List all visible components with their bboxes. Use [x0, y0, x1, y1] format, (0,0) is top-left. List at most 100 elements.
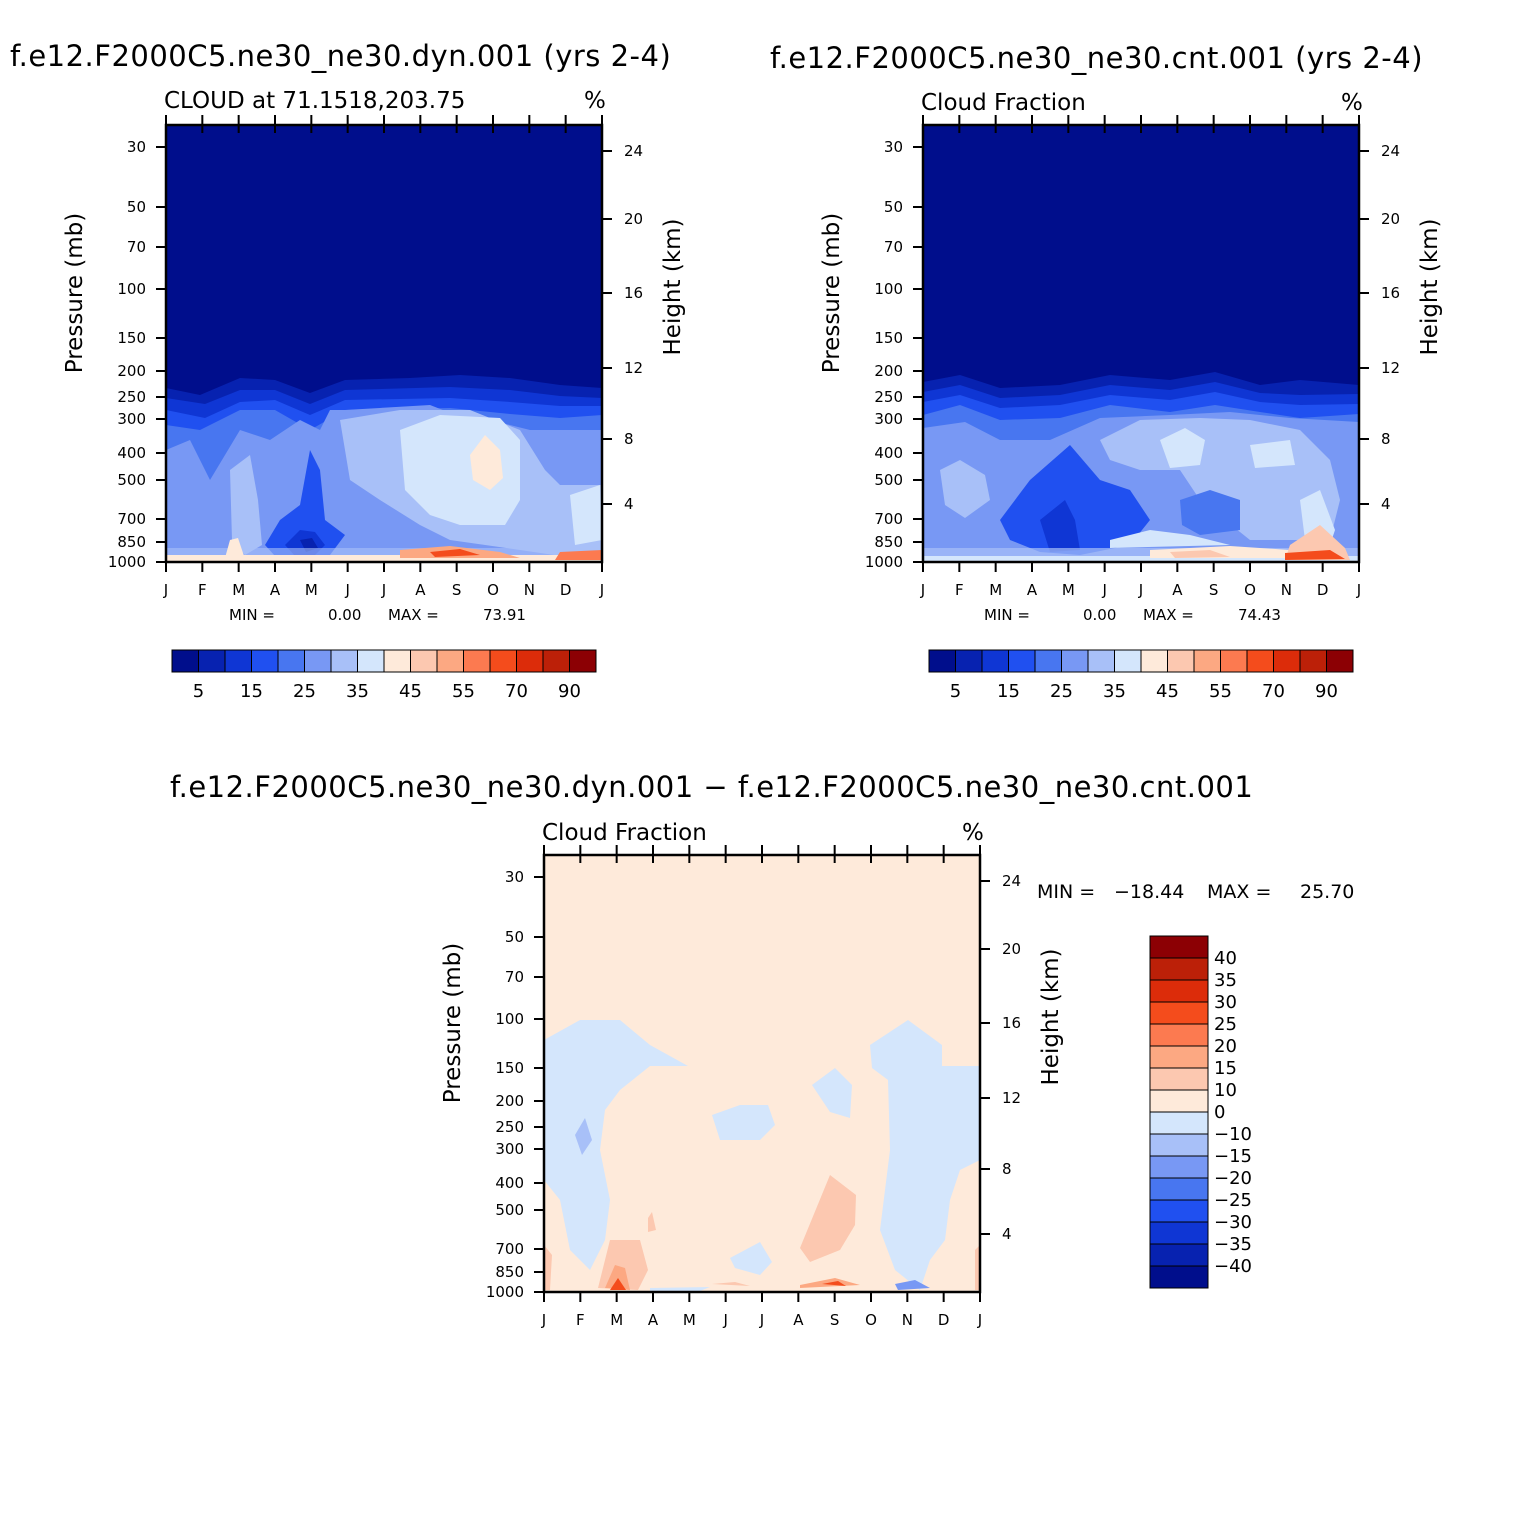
panel-diff: f.e12.F2000C5.ne30_ne30.dyn.001 − f.e12.…	[170, 770, 1354, 1294]
y-axis-right-label: Height (km)	[1038, 948, 1064, 1085]
colorbar-label: 15	[997, 681, 1020, 702]
y-tick-label: 200	[874, 362, 903, 380]
colorbar-label: 30	[1214, 992, 1237, 1013]
colorbar-label: −20	[1214, 1168, 1252, 1189]
colorbar-swatch	[1149, 979, 1209, 1003]
colorbar-swatch	[1220, 649, 1248, 673]
panel-cnt-min-value: 0.00	[1083, 606, 1116, 624]
colorbar-swatch	[1149, 1243, 1209, 1267]
panel-cnt-contours	[923, 125, 1359, 562]
x-tick-label: J	[1138, 581, 1143, 599]
x-tick-label: J	[344, 581, 349, 599]
y-tick-label: 50	[884, 198, 903, 216]
colorbar-swatch	[357, 649, 385, 673]
colorbar-swatch	[224, 649, 252, 673]
colorbar-swatch	[1149, 1045, 1209, 1069]
colorbar-swatch	[436, 649, 464, 673]
x-tick-label: J	[722, 1311, 727, 1329]
colorbar-swatch	[1087, 649, 1115, 673]
colorbar-swatch	[1149, 1023, 1209, 1047]
y-tick-label: 400	[874, 444, 903, 462]
y-tick-label: 200	[117, 362, 146, 380]
panel-dyn: f.e12.F2000C5.ne30_ne30.dyn.001 (yrs 2-4…	[10, 39, 671, 624]
panel-diff-max-value: 25.70	[1300, 881, 1354, 903]
colorbar-label: 55	[1209, 681, 1232, 702]
y-axis-right-label: Height (km)	[1417, 218, 1443, 355]
y-axis-label: Pressure (mb)	[62, 213, 88, 373]
y-tick-label: 30	[505, 868, 524, 886]
colorbar-swatch	[489, 649, 517, 673]
colorbar-swatch	[171, 649, 199, 673]
colorbar-swatch	[1167, 649, 1195, 673]
colorbar-label: 70	[1262, 681, 1285, 702]
panel-dyn-min-value: 0.00	[328, 606, 361, 624]
y-tick-right-label: 12	[1381, 359, 1400, 377]
colorbar-label: 5	[950, 681, 961, 702]
y-tick-label: 700	[874, 510, 903, 528]
x-tick-label: O	[1244, 581, 1256, 599]
colorbar-swatch	[516, 649, 544, 673]
x-tick-label: A	[415, 581, 426, 599]
colorbar-label: −25	[1214, 1190, 1252, 1211]
x-tick-label: A	[648, 1311, 659, 1329]
panel-dyn-title: f.e12.F2000C5.ne30_ne30.dyn.001 (yrs 2-4…	[10, 39, 671, 73]
colorbar-label: 25	[293, 681, 316, 702]
colorbar-swatch	[383, 649, 411, 673]
x-tick-label: N	[524, 581, 535, 599]
colorbar-label: −35	[1214, 1234, 1252, 1255]
x-tick-label: O	[865, 1311, 877, 1329]
y-tick-right-label: 24	[1381, 142, 1400, 160]
x-tick-label: M	[232, 581, 245, 599]
y-tick-label: 1000	[486, 1283, 524, 1301]
colorbar-swatch	[1299, 649, 1327, 673]
colorbar-label: 25	[1050, 681, 1073, 702]
panel-dyn-units: %	[584, 88, 606, 114]
x-tick-label: J	[1101, 581, 1106, 599]
y-tick-label: 850	[874, 533, 903, 551]
y-axis-label: Pressure (mb)	[440, 943, 466, 1103]
y-axis-label: Pressure (mb)	[819, 213, 845, 373]
x-tick-label: M	[683, 1311, 696, 1329]
colorbar-swatch	[1193, 649, 1221, 673]
x-tick-label: S	[452, 581, 462, 599]
x-tick-label: D	[1317, 581, 1329, 599]
x-tick-label: O	[487, 581, 499, 599]
colorbar-swatch	[1273, 649, 1301, 673]
y-tick-label: 700	[117, 510, 146, 528]
panel-diff-title: f.e12.F2000C5.ne30_ne30.dyn.001 − f.e12.…	[170, 770, 1253, 804]
x-tick-label: A	[793, 1311, 804, 1329]
colorbar-swatch	[981, 649, 1009, 673]
x-tick-label: M	[1062, 581, 1075, 599]
colorbar-swatch	[1149, 1067, 1209, 1091]
y-tick-label: 850	[495, 1263, 524, 1281]
y-tick-label: 250	[874, 388, 903, 406]
colorbar-label: 20	[1214, 1036, 1237, 1057]
y-tick-label: 200	[495, 1092, 524, 1110]
y-tick-label: 150	[874, 329, 903, 347]
colorbar-swatch	[1246, 649, 1274, 673]
colorbar-swatch	[410, 649, 438, 673]
colorbar-label: 5	[193, 681, 204, 702]
y-tick-label: 70	[505, 968, 524, 986]
x-tick-label: J	[977, 1311, 982, 1329]
x-tick-label: D	[560, 581, 572, 599]
colorbar-swatch	[1061, 649, 1089, 673]
x-tick-label: J	[759, 1311, 764, 1329]
panel-diff-contours	[544, 855, 980, 1292]
y-tick-right-label: 8	[1381, 430, 1391, 448]
y-tick-label: 850	[117, 533, 146, 551]
colorbar-swatch	[1149, 1265, 1209, 1289]
panel-cnt-units: %	[1341, 90, 1363, 116]
y-tick-label: 100	[495, 1010, 524, 1028]
y-tick-label: 300	[117, 410, 146, 428]
panel-dyn-min-label: MIN =	[229, 606, 275, 624]
y-tick-right-label: 16	[624, 284, 643, 302]
panel-cnt-subtitle: Cloud Fraction	[921, 90, 1086, 116]
panel-cnt: f.e12.F2000C5.ne30_ne30.cnt.001 (yrs 2-4…	[770, 41, 1423, 624]
x-tick-label: J	[599, 581, 604, 599]
y-tick-right-label: 16	[1381, 284, 1400, 302]
x-tick-label: M	[610, 1311, 623, 1329]
colorbar-swatch	[1149, 1155, 1209, 1179]
colorbar-label: 40	[1214, 948, 1237, 969]
colorbar-label: 90	[558, 681, 581, 702]
